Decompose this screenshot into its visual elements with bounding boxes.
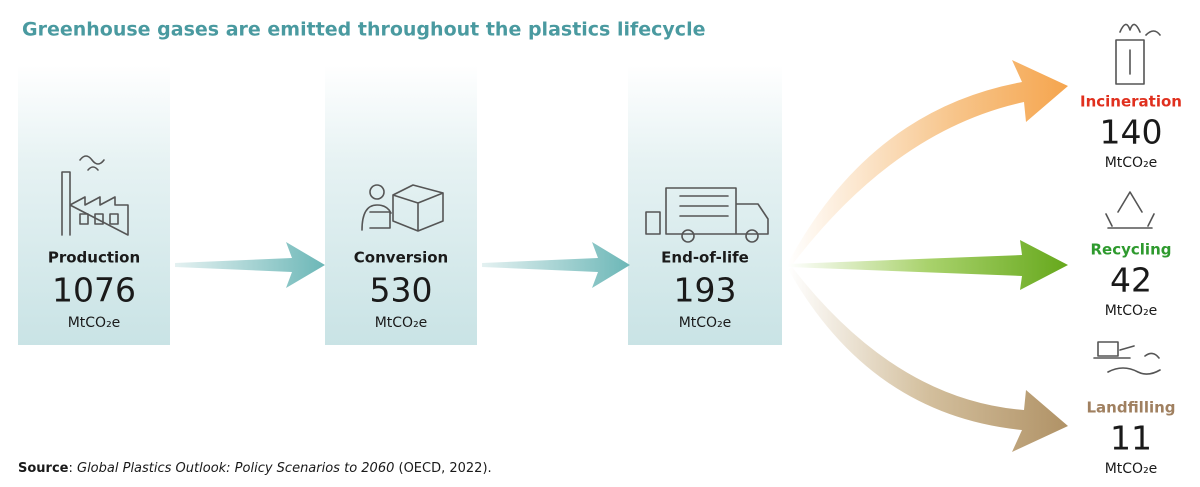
incineration-icon-part — [1115, 39, 1145, 85]
stage-label: End-of-life — [661, 249, 749, 267]
factory-icon-part — [79, 155, 105, 171]
outcome-unit: MtCO₂e — [1105, 461, 1158, 477]
outcome-unit: MtCO₂e — [1105, 303, 1158, 319]
worker-box-icon-part — [392, 184, 444, 232]
outcome-value: 11 — [1110, 419, 1152, 458]
stage-label: Conversion — [354, 249, 448, 267]
outcome-unit: MtCO₂e — [1105, 155, 1158, 171]
stage-box — [628, 65, 782, 345]
landfill-icon — [1093, 341, 1161, 375]
truck-icon-part — [645, 211, 661, 235]
stage-box — [18, 65, 170, 345]
recycling-arrow — [788, 240, 1068, 290]
source-part: Global Plastics Outlook: Policy Scenario… — [77, 461, 394, 476]
factory-icon-part — [61, 171, 129, 236]
incineration-arrow — [788, 60, 1068, 265]
landfill-icon-part — [1097, 341, 1119, 357]
stage-unit: MtCO₂e — [679, 315, 732, 331]
recycling-icon — [1105, 191, 1155, 229]
flow-arrow — [482, 242, 630, 288]
factory-icon — [61, 155, 129, 236]
outcome-label: Landfilling — [1086, 399, 1175, 417]
worker-box-icon-part — [361, 204, 392, 231]
outcome-label: Recycling — [1091, 241, 1172, 259]
source: Source: Global Plastics Outlook: Policy … — [18, 461, 492, 476]
truck-icon — [645, 187, 769, 243]
landfill-icon-part — [1093, 345, 1161, 375]
outcome-value: 140 — [1100, 113, 1163, 152]
truck-icon-part — [745, 229, 759, 243]
source-part: : — [68, 461, 77, 476]
landfilling-arrow — [788, 267, 1068, 452]
stage-unit: MtCO₂e — [375, 315, 428, 331]
worker-box-icon-part — [369, 184, 385, 200]
truck-icon-part — [681, 229, 695, 243]
worker-box-icon — [361, 184, 444, 232]
factory-icon-part — [94, 213, 104, 225]
source-part: Source — [18, 461, 69, 476]
stage-value: 530 — [370, 271, 433, 310]
source-part: (OECD, 2022). — [394, 461, 491, 476]
stage-unit: MtCO₂e — [68, 315, 121, 331]
incineration-icon — [1115, 23, 1161, 85]
stage-value: 193 — [674, 271, 737, 310]
flow-arrow — [175, 242, 325, 288]
outcome-value: 42 — [1110, 261, 1152, 300]
truck-icon-part — [665, 187, 769, 235]
recycling-icon-part — [1105, 191, 1155, 229]
outcome-label: Incineration — [1080, 93, 1182, 111]
stage-value: 1076 — [52, 271, 136, 310]
title: Greenhouse gases are emitted throughout … — [22, 19, 705, 41]
factory-icon-part — [109, 213, 119, 225]
stage-label: Production — [48, 249, 140, 267]
stage-box — [325, 65, 477, 345]
incineration-icon-part — [1119, 23, 1161, 75]
factory-icon-part — [79, 213, 89, 225]
